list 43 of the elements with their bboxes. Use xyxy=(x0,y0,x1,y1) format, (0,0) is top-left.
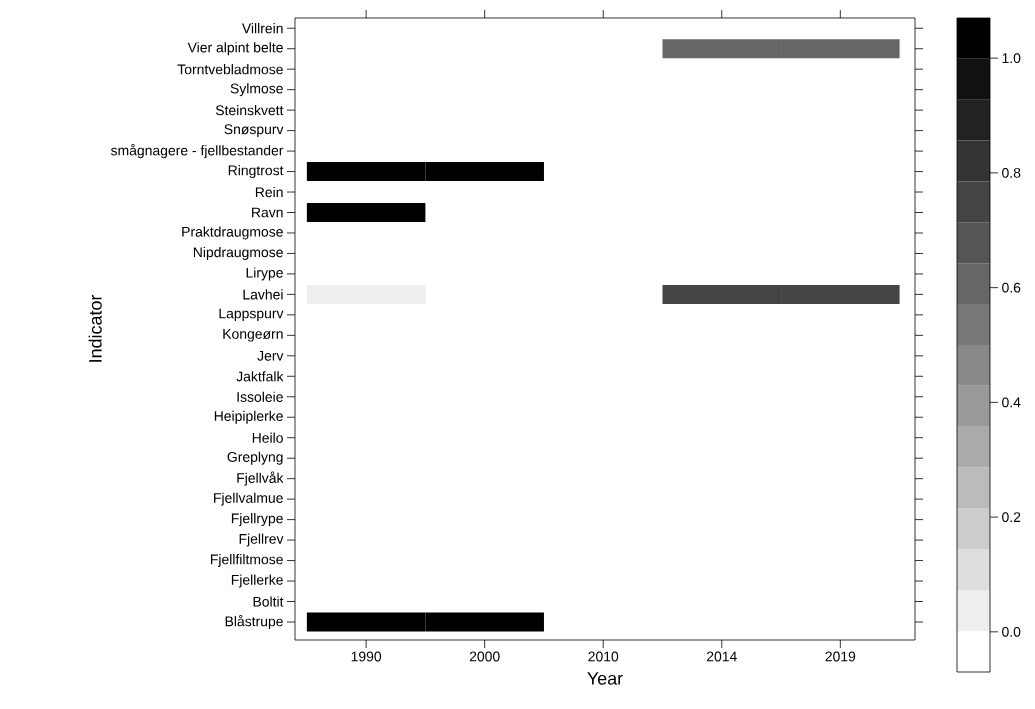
color-bar-label: 0.0 xyxy=(1002,626,1021,637)
color-bar-label: 0.2 xyxy=(1002,512,1021,523)
y-tick-label: Steinskvett xyxy=(215,105,284,116)
y-tick-label: Vier alpint belte xyxy=(187,42,283,56)
y-tick-label: Greplyng xyxy=(227,451,283,465)
x-tick-label: 1990 xyxy=(351,651,382,662)
y-tick-label: smågnagere - fjellbestander xyxy=(110,144,284,159)
y-tick-label: Fjellfiltmose xyxy=(210,554,283,568)
y-tick-label: Blåstrupe xyxy=(225,614,283,630)
y-tick-label: Lappspurv xyxy=(219,308,284,322)
color-bar-label: 0.6 xyxy=(1002,282,1021,293)
color-bar-label: 0.8 xyxy=(1002,167,1021,178)
y-tick-label: Fjellvåk xyxy=(237,471,284,486)
x-tick-label: 2019 xyxy=(825,651,856,662)
y-tick-label: Ravn xyxy=(252,207,283,218)
y-tick-label: Jaktfalk xyxy=(236,371,284,382)
y-tick-label: Fjellvalmue xyxy=(214,492,283,506)
y-tick-label: Heipiplerke xyxy=(214,410,283,424)
y-tick-label: Fjellerke xyxy=(231,574,283,588)
y-tick-label: Sylmose xyxy=(230,83,283,97)
y-tick-label: Boltit xyxy=(253,596,284,607)
y-tick-label: Rein xyxy=(255,186,283,198)
y-tick-label: Kongeørn xyxy=(223,329,283,342)
x-tick-label: 2000 xyxy=(469,651,500,662)
y-tick-label: Jerv xyxy=(257,350,284,361)
y-tick-label: Lirype xyxy=(246,267,283,281)
y-tick-label: Fjellrype xyxy=(231,513,283,527)
color-bar-label: 0.4 xyxy=(1002,397,1021,408)
x-axis-title: Year xyxy=(587,672,623,685)
y-tick-label: Praktdraugmose xyxy=(182,226,283,240)
y-tick-label: Issoleie xyxy=(237,391,283,402)
y-axis-title: Indicator xyxy=(88,294,102,362)
color-bar-label: 1.0 xyxy=(1002,53,1021,64)
x-tick-label: 2010 xyxy=(588,651,619,662)
y-tick-label: Heilo xyxy=(252,432,283,443)
y-tick-label: Fjellrev xyxy=(239,533,284,547)
y-tick-label: Torntvebladmose xyxy=(177,64,283,75)
y-tick-label: Nipdraugmose xyxy=(193,246,283,260)
x-tick-label: 2014 xyxy=(706,651,737,662)
y-tick-label: Villrein xyxy=(241,23,283,34)
y-tick-label: Ringtrost xyxy=(228,165,284,179)
y-tick-label: Lavhei xyxy=(243,289,283,300)
y-tick-label: Snøspurv xyxy=(224,124,284,137)
